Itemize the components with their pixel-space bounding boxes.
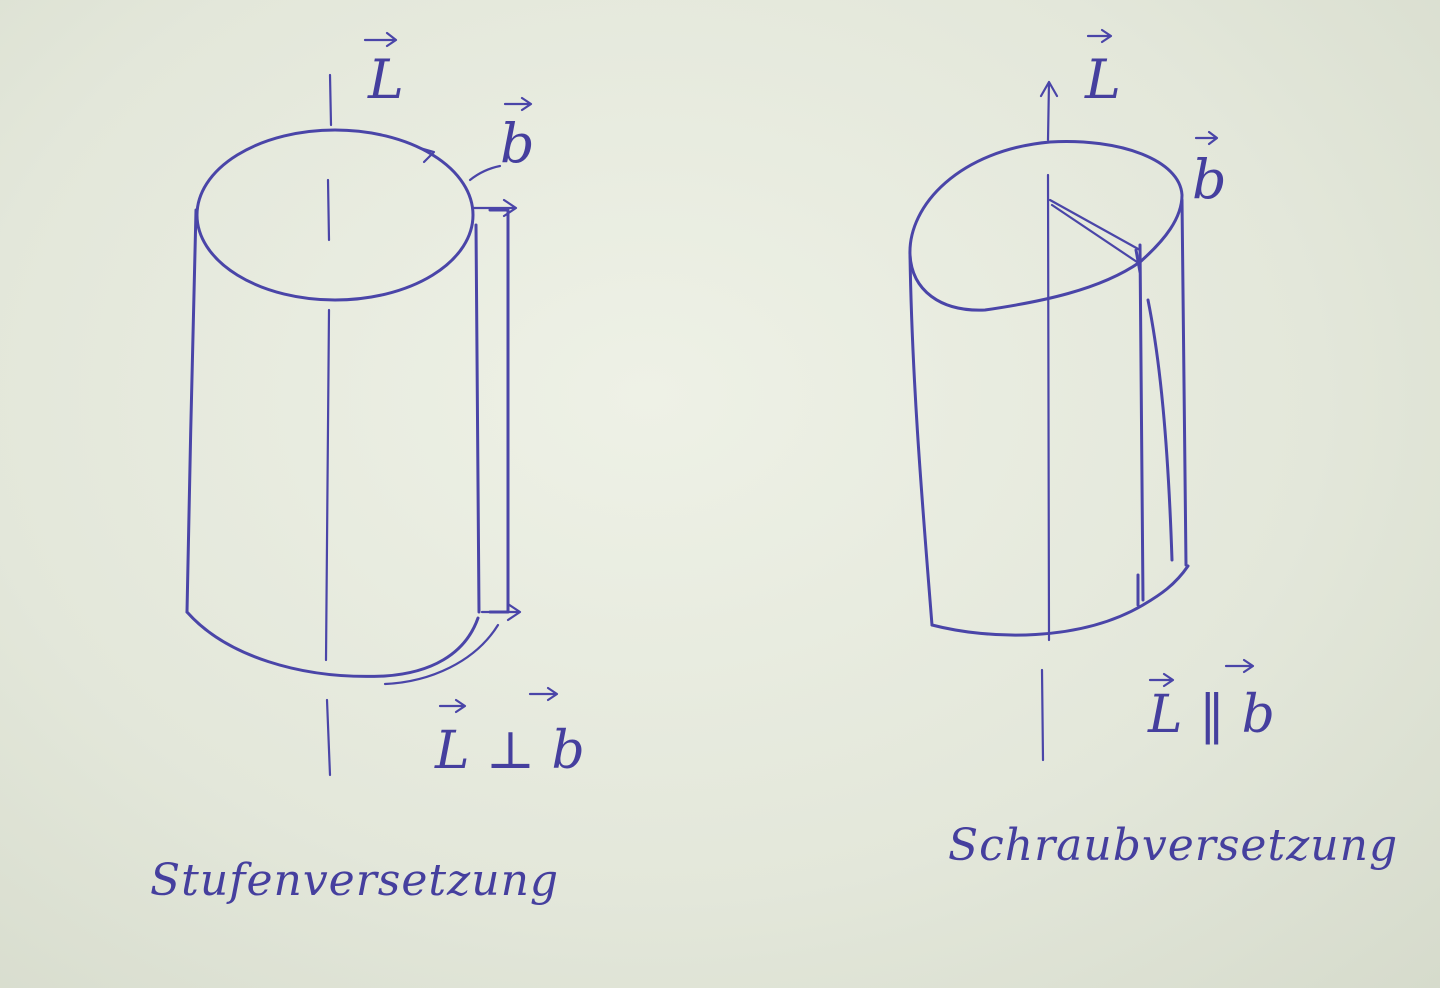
- left-step-plane: [488, 208, 510, 614]
- left-cylinder-left-side: [185, 208, 198, 614]
- left-axis-line-bottom: [325, 698, 332, 777]
- screw-dislocation-diagram: L b L ‖ b Schraubversetzung: [908, 28, 1398, 871]
- left-cylinder-right-side: [474, 223, 481, 614]
- right-cut-line-upper: [1048, 198, 1142, 252]
- right-screw-mark-top: [1134, 248, 1142, 274]
- right-relation-arrow-b: [1224, 658, 1255, 674]
- left-circuit-arrow: [418, 146, 436, 164]
- right-caption: Schraubversetzung: [948, 820, 1398, 871]
- right-cylinder-left-side: [908, 253, 934, 627]
- left-b-vector-arrow: [503, 96, 533, 112]
- right-cylinder-seam: [1138, 243, 1145, 602]
- right-cut-line-lower: [1050, 203, 1142, 266]
- left-b-pointer: [468, 164, 502, 182]
- left-cylinder-bottom-step: [383, 623, 500, 686]
- left-axis-label: L: [367, 48, 404, 111]
- right-cylinder-right-side: [1180, 198, 1188, 567]
- left-relation-text: L ⊥ b: [434, 721, 585, 781]
- right-axis-line-top: [1039, 80, 1059, 142]
- right-L-vector-arrow: [1086, 28, 1113, 44]
- right-relation-arrow-L: [1148, 672, 1175, 688]
- right-axis-line-bottom: [1040, 668, 1045, 762]
- right-burgers-label: b: [1192, 148, 1227, 211]
- right-relation-text: L ‖ b: [1147, 685, 1275, 745]
- left-axis-line-middle: [324, 178, 331, 662]
- left-burgers-arrow-bottom: [480, 602, 522, 622]
- right-cylinder-shaded-edge: [1146, 298, 1174, 562]
- right-b-vector-arrow: [1194, 130, 1219, 146]
- left-burgers-arrow-top: [472, 198, 518, 218]
- edge-dislocation-diagram: L b L ⊥ b Stufenversetzung: [150, 31, 585, 906]
- left-burgers-label: b: [500, 112, 535, 175]
- left-caption: Stufenversetzung: [150, 855, 559, 906]
- right-axis-label: L: [1084, 48, 1121, 111]
- right-cylinder-top: [908, 140, 1184, 312]
- left-cylinder-bottom: [185, 610, 480, 678]
- right-axis-line-middle: [1046, 173, 1051, 642]
- right-cylinder-bottom: [930, 564, 1190, 637]
- left-L-vector-arrow: [363, 31, 398, 48]
- left-axis-line-top: [328, 73, 333, 127]
- left-relation-arrow-b: [528, 686, 559, 702]
- left-relation-arrow-L: [438, 698, 467, 714]
